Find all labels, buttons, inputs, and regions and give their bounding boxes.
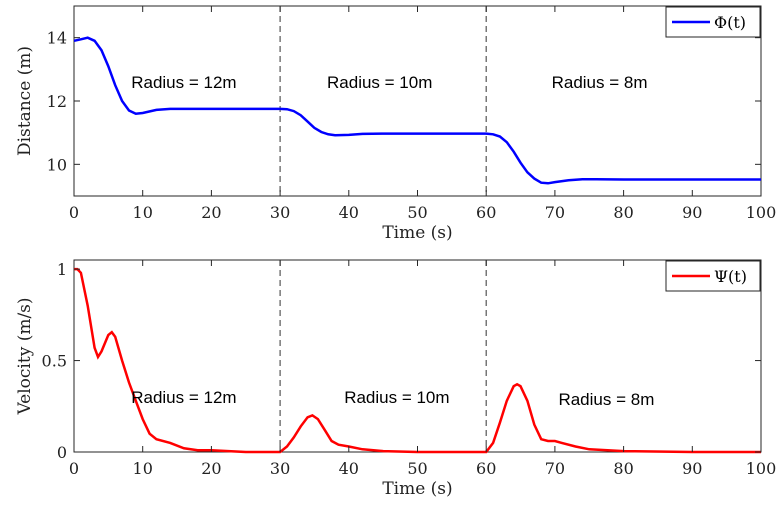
radius-annotation: Radius = 10m [327,73,432,92]
x-tick-label: 100 [746,459,776,478]
radius-annotations: Radius = 12m Radius = 10m Radius = 8m [131,73,647,92]
y-tick-label: 10 [47,155,67,174]
x-tick-label: 20 [201,459,221,478]
legend-entry-phi: Φ(t) [714,13,746,32]
x-axis-label: Time (s) [382,479,452,499]
x-tick-label: 0 [69,203,79,222]
radius-annotation: Radius = 8m [552,73,648,92]
x-tick-label: 40 [339,203,359,222]
x-tick-label: 40 [339,459,359,478]
x-tick-label: 90 [682,459,702,478]
x-tick-label: 10 [133,459,153,478]
x-tick-label: 60 [476,203,496,222]
legend-entry-psi: Ψ(t) [714,267,747,286]
y-tick-label: 14 [47,29,67,48]
y-tick-label: 1 [57,260,67,279]
y-tick-label: 0 [57,443,67,462]
x-tick-label: 80 [613,459,633,478]
radius-annotation: Radius = 12m [131,73,236,92]
x-axis-label: Time (s) [382,223,452,243]
radius-annotation: Radius = 12m [131,388,236,407]
y-axis-label: Velocity (m/s) [15,297,35,415]
y-tick-label: 0.5 [42,352,67,371]
y-axis-label: Distance (m) [15,46,35,156]
x-tick-label: 30 [270,459,290,478]
x-tick-label: 100 [746,203,776,222]
x-tick-label: 60 [476,459,496,478]
radius-annotation: Radius = 10m [344,388,449,407]
x-tick-label: 20 [201,203,221,222]
radius-annotations: Radius = 12m Radius = 10m Radius = 8m [131,388,654,409]
x-tick-label: 50 [407,459,427,478]
x-tick-label: 10 [133,203,153,222]
x-tick-label: 70 [545,203,565,222]
legend: Φ(t) [666,7,760,37]
x-tick-label: 90 [682,203,702,222]
x-tick-label: 80 [613,203,633,222]
x-tick-label: 70 [545,459,565,478]
radius-annotation: Radius = 8m [558,390,654,409]
x-tick-label: 50 [407,203,427,222]
legend: Ψ(t) [666,261,760,291]
y-tick-label: 12 [47,92,67,111]
x-tick-label: 0 [69,459,79,478]
x-tick-label: 30 [270,203,290,222]
